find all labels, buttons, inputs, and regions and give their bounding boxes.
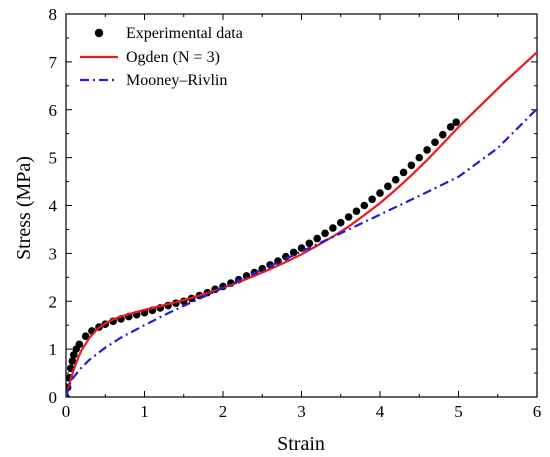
x-tick-label: 1	[140, 402, 149, 421]
x-tick-label: 3	[297, 402, 306, 421]
data-point	[384, 182, 392, 191]
x-tick-label: 4	[376, 402, 385, 421]
data-point	[344, 213, 353, 221]
data-point	[368, 195, 376, 204]
legend-label: Mooney–Rivlin	[126, 72, 227, 89]
data-point	[360, 201, 369, 210]
y-tick-label: 1	[49, 340, 58, 359]
tick-labels: 0 1 2 3 4 5 6 0 1 2 3 4 5 6 7 8	[49, 5, 542, 421]
data-point	[415, 153, 424, 162]
legend-label: Ogden (N = 3)	[126, 49, 220, 66]
axes	[65, 13, 538, 398]
y-tick-label: 8	[49, 5, 58, 24]
data-point	[81, 332, 90, 340]
plot-area	[66, 51, 537, 397]
data-point	[423, 146, 431, 154]
data-point	[431, 138, 439, 147]
data-point	[313, 234, 322, 243]
data-point	[452, 118, 460, 126]
data-point	[329, 224, 337, 232]
data-point	[70, 351, 78, 359]
y-axis-title: Stress (MPa)	[13, 156, 35, 260]
y-tick-label: 2	[49, 292, 58, 311]
y-tick-label: 5	[49, 149, 58, 168]
y-tick-label: 4	[49, 197, 58, 216]
data-point	[289, 248, 298, 257]
y-tick-label: 6	[49, 101, 58, 120]
data-point	[321, 229, 329, 238]
x-tick-label: 6	[533, 402, 542, 421]
x-tick-label: 2	[219, 402, 228, 421]
data-point	[399, 168, 408, 177]
legend-marker	[94, 28, 104, 38]
x-tick-label: 5	[454, 402, 463, 421]
series-line	[66, 51, 537, 397]
data-point	[75, 340, 84, 349]
data-point	[439, 130, 447, 139]
data-point	[305, 239, 314, 248]
data-point	[68, 357, 77, 365]
data-point	[391, 175, 400, 184]
data-point	[352, 207, 361, 216]
data-point	[336, 218, 345, 227]
data-point	[407, 161, 416, 170]
y-tick-label: 7	[49, 53, 58, 72]
data-point	[446, 123, 455, 131]
x-axis-title: Strain	[277, 433, 325, 455]
legend-label: Experimental data	[126, 25, 243, 42]
data-point	[376, 189, 384, 197]
y-tick-label: 0	[49, 388, 58, 407]
series-line	[66, 108, 537, 397]
y-tick-label: 3	[49, 244, 58, 263]
x-tick-label: 0	[62, 402, 71, 421]
legend: Experimental data Ogden (N = 3) Mooney–Riv…	[80, 25, 243, 89]
